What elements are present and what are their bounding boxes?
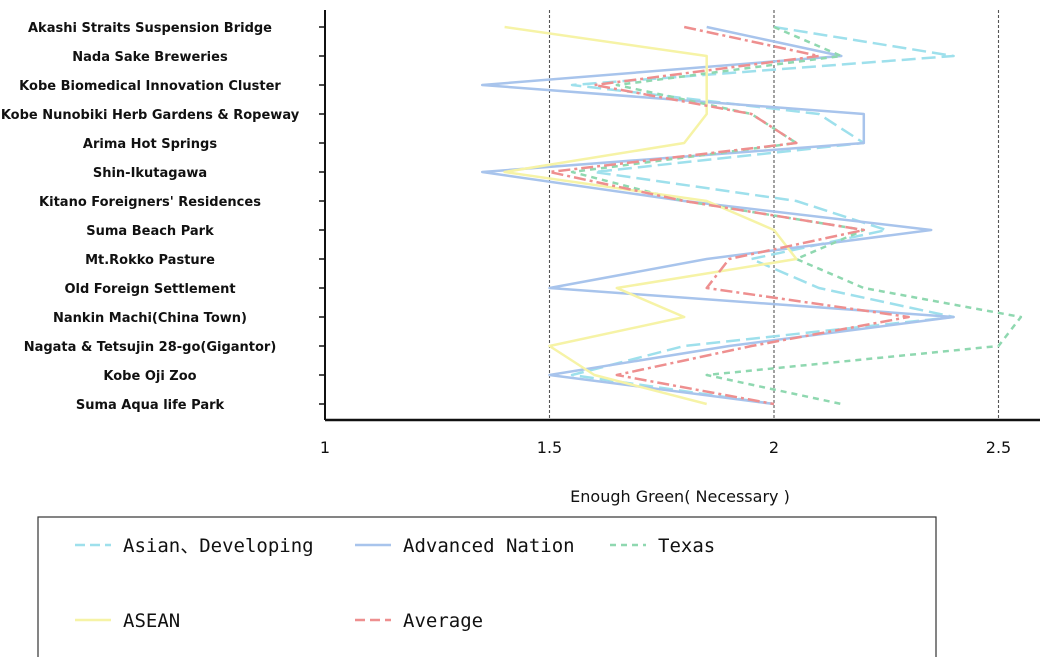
legend-label: Advanced Nation [403, 535, 575, 557]
series-line [548, 25, 910, 406]
axes [319, 10, 1040, 422]
category-label: Kobe Oji Zoo [103, 369, 196, 384]
category-label: Suma Aqua life Park [76, 398, 225, 413]
category-label: Mt.Rokko Pasture [85, 253, 215, 268]
series-line [570, 25, 955, 406]
legend-box [37, 516, 937, 657]
category-label: Old Foreign Settlement [64, 282, 235, 297]
x-tick-label: 2.5 [986, 438, 1011, 457]
series-lines [480, 25, 1023, 406]
x-tick-label: 1.5 [537, 438, 562, 457]
category-label: Suma Beach Park [86, 224, 214, 239]
series-line [480, 25, 955, 406]
category-label: Nada Sake Breweries [72, 50, 228, 65]
legend-label: Asian、Developing [123, 535, 314, 557]
category-label: Nankin Machi(China Town) [53, 311, 247, 326]
category-label: Arima Hot Springs [83, 137, 217, 152]
legend-label: Average [403, 610, 483, 632]
x-tick-label: 2 [769, 438, 779, 457]
series-line [570, 25, 1023, 406]
legend-label: ASEAN [123, 610, 180, 632]
legend-label: Texas [658, 535, 715, 557]
category-label: Akashi Straits Suspension Bridge [28, 21, 272, 36]
grid [548, 10, 1000, 420]
category-label: Kobe Biomedical Innovation Cluster [19, 79, 281, 94]
series-line [503, 25, 798, 406]
category-labels: Akashi Straits Suspension Bridge Nada Sak… [1, 21, 300, 413]
x-tick-labels: 1 1.5 2 2.5 [320, 438, 1011, 457]
category-label: Nagata & Tetsujin 28-go(Gigantor) [24, 340, 277, 355]
x-axis-title: Enough Green( Necessary ) [570, 487, 790, 506]
x-tick-label: 1 [320, 438, 330, 457]
category-label: Shin-Ikutagawa [93, 166, 207, 181]
legend: Asian、Developing Advanced Nation Texas ASEA… [75, 535, 715, 632]
category-label: Kobe Nunobiki Herb Gardens & Ropeway [1, 108, 300, 123]
category-label: Kitano Foreigners' Residences [39, 195, 261, 210]
